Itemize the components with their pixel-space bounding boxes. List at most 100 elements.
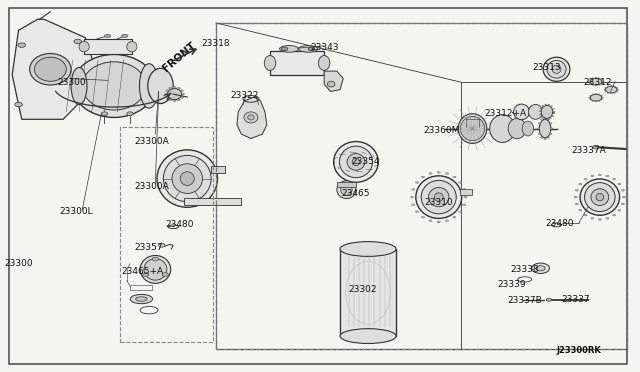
Ellipse shape: [580, 179, 620, 215]
Ellipse shape: [602, 97, 604, 98]
Ellipse shape: [591, 189, 609, 205]
Ellipse shape: [421, 176, 424, 178]
Text: 23313: 23313: [532, 63, 561, 72]
Ellipse shape: [340, 241, 396, 256]
Ellipse shape: [104, 35, 111, 37]
Ellipse shape: [591, 217, 594, 219]
Ellipse shape: [592, 94, 594, 95]
Ellipse shape: [460, 116, 484, 141]
Ellipse shape: [540, 108, 542, 109]
Ellipse shape: [463, 189, 466, 190]
Text: J23300RK: J23300RK: [556, 346, 601, 355]
Ellipse shape: [595, 85, 597, 86]
Bar: [340, 249, 396, 336]
Ellipse shape: [459, 182, 462, 183]
Ellipse shape: [612, 214, 616, 216]
Ellipse shape: [538, 123, 541, 124]
Bar: [216, 23, 627, 349]
Text: 23339: 23339: [498, 280, 526, 289]
Ellipse shape: [435, 193, 444, 201]
Ellipse shape: [552, 108, 554, 109]
Ellipse shape: [162, 273, 168, 276]
Ellipse shape: [169, 87, 172, 89]
Ellipse shape: [437, 221, 440, 223]
Ellipse shape: [347, 154, 365, 170]
Ellipse shape: [544, 138, 547, 140]
Text: 23338: 23338: [510, 265, 539, 274]
Ellipse shape: [589, 83, 591, 84]
Ellipse shape: [541, 119, 543, 120]
Ellipse shape: [131, 294, 152, 304]
Ellipse shape: [327, 81, 335, 87]
Ellipse shape: [598, 174, 602, 176]
Ellipse shape: [437, 171, 440, 173]
Ellipse shape: [596, 193, 604, 201]
Text: 23322: 23322: [230, 91, 259, 100]
Ellipse shape: [598, 84, 600, 86]
Ellipse shape: [166, 90, 169, 92]
Ellipse shape: [180, 172, 195, 186]
Ellipse shape: [616, 91, 618, 92]
Ellipse shape: [140, 256, 171, 283]
Ellipse shape: [543, 118, 545, 119]
Ellipse shape: [337, 181, 356, 199]
Ellipse shape: [553, 113, 555, 114]
Ellipse shape: [540, 114, 541, 115]
Text: 23354: 23354: [351, 157, 380, 166]
Text: 23300A: 23300A: [135, 137, 170, 146]
Ellipse shape: [604, 89, 606, 90]
Text: 23310: 23310: [424, 198, 453, 207]
Ellipse shape: [164, 93, 168, 95]
Ellipse shape: [600, 83, 602, 84]
Ellipse shape: [142, 273, 148, 276]
Polygon shape: [324, 71, 343, 92]
Ellipse shape: [600, 99, 602, 100]
Ellipse shape: [445, 220, 449, 222]
Ellipse shape: [618, 183, 621, 185]
Ellipse shape: [127, 41, 137, 52]
Text: 23337A: 23337A: [571, 146, 605, 155]
Ellipse shape: [15, 102, 22, 107]
Ellipse shape: [148, 68, 173, 103]
Ellipse shape: [415, 211, 419, 213]
Ellipse shape: [605, 91, 607, 92]
Ellipse shape: [122, 35, 128, 37]
Ellipse shape: [623, 196, 626, 198]
Ellipse shape: [575, 189, 579, 191]
Ellipse shape: [412, 189, 415, 190]
Ellipse shape: [616, 87, 618, 88]
Ellipse shape: [177, 87, 180, 89]
Ellipse shape: [595, 77, 597, 78]
Ellipse shape: [429, 220, 432, 222]
Ellipse shape: [598, 100, 600, 102]
Ellipse shape: [600, 79, 602, 80]
Ellipse shape: [529, 105, 543, 119]
Text: 23465+A: 23465+A: [122, 267, 164, 276]
Ellipse shape: [605, 175, 609, 177]
Ellipse shape: [589, 79, 591, 80]
Ellipse shape: [612, 178, 616, 180]
Text: 23337B: 23337B: [508, 296, 542, 305]
Text: 23300: 23300: [57, 78, 86, 87]
Ellipse shape: [244, 112, 258, 123]
Bar: [211, 166, 225, 173]
Ellipse shape: [71, 67, 87, 105]
Ellipse shape: [339, 146, 372, 178]
Ellipse shape: [541, 137, 543, 138]
Text: FRONT: FRONT: [161, 41, 198, 74]
Ellipse shape: [598, 94, 600, 95]
Ellipse shape: [180, 96, 183, 98]
Polygon shape: [12, 19, 95, 119]
Ellipse shape: [590, 78, 602, 85]
Ellipse shape: [421, 216, 424, 218]
Ellipse shape: [553, 111, 555, 112]
Ellipse shape: [173, 100, 176, 102]
Ellipse shape: [618, 209, 621, 211]
Ellipse shape: [308, 47, 315, 51]
Ellipse shape: [598, 218, 602, 220]
Text: 23302: 23302: [348, 285, 376, 294]
Ellipse shape: [144, 259, 167, 280]
Ellipse shape: [621, 203, 625, 205]
Ellipse shape: [602, 81, 604, 82]
Ellipse shape: [595, 93, 597, 94]
